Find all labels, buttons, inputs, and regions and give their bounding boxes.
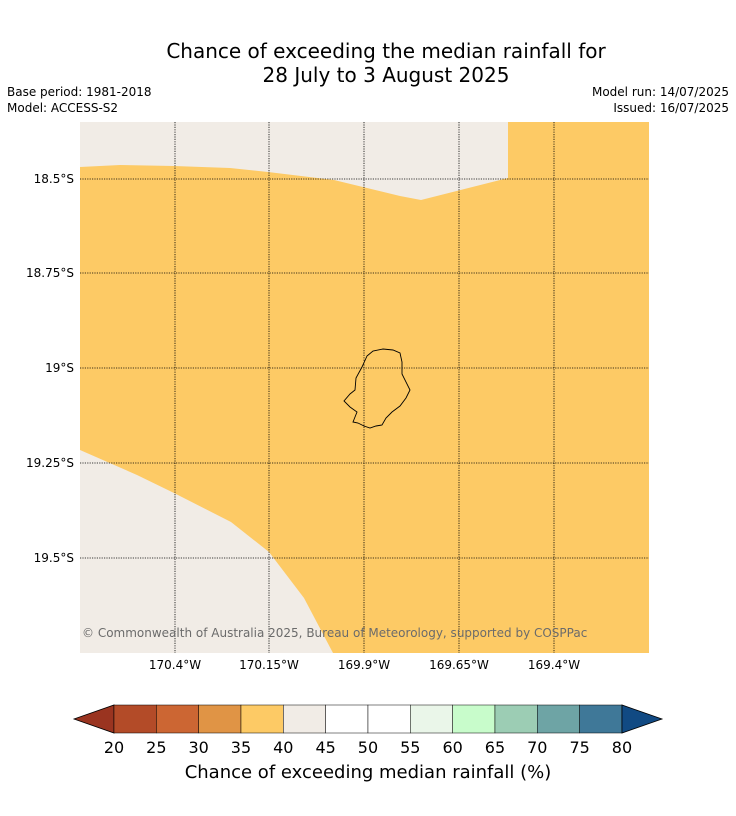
lat-label-19-25: 19.25°S [26, 456, 74, 470]
colorbar-tick-label: 55 [400, 738, 421, 757]
region-40-45-southwest [80, 450, 333, 653]
issued-text: Issued: 16/07/2025 [613, 101, 729, 115]
colorbar-segment [156, 704, 199, 734]
niue-coastline [343, 348, 411, 429]
region-40-45-north [80, 122, 508, 200]
colorbar-segment [410, 704, 453, 734]
model-text: Model: ACCESS-S2 [7, 101, 119, 115]
colorbar-segment [494, 704, 538, 734]
colorbar-segment [240, 704, 284, 734]
lon-label-169-4: 169.4°W [527, 658, 581, 672]
colorbar-tick-label: 20 [103, 738, 125, 757]
rainfall-map [80, 122, 649, 653]
colorbar-tick-label: 40 [273, 738, 294, 757]
colorbar-segment [325, 704, 369, 734]
lat-label-19-5: 19.5°S [33, 551, 74, 565]
colorbar-segment [367, 704, 411, 734]
colorbar-label: Chance of exceeding median rainfall (%) [184, 762, 552, 783]
colorbar-tick-label: 75 [569, 738, 590, 757]
model-run-text: Model run: 14/07/2025 [591, 85, 729, 99]
lon-label-170-4: 170.4°W [148, 658, 202, 672]
lon-label-169-9: 169.9°W [337, 658, 391, 672]
colorbar-extend-low [72, 704, 115, 734]
map-title-line-1: Chance of exceeding the median rainfall … [166, 39, 606, 63]
copyright-notice: © Commonwealth of Australia 2025, Bureau… [82, 626, 588, 640]
colorbar-tick-label: 60 [442, 738, 463, 757]
gridlines [80, 122, 649, 653]
lon-label-170-15: 170.15°W [239, 658, 299, 672]
colorbar-tick-label: 80 [611, 738, 633, 757]
colorbar-tick-label: 50 [357, 738, 379, 757]
colorbar-segment [452, 704, 496, 734]
colorbar-tick-label: 25 [146, 738, 167, 757]
colorbar-segment [579, 704, 623, 734]
lon-label-169-65: 169.65°W [429, 658, 489, 672]
lat-label-19: 19°S [45, 361, 74, 375]
colorbar-segment [198, 704, 242, 734]
colorbar-tick-label: 45 [315, 738, 336, 757]
colorbar-segment [113, 704, 157, 734]
colorbar-extend-high [621, 704, 664, 734]
map-title-line-2: 28 July to 3 August 2025 [262, 63, 510, 87]
colorbar-segment [283, 704, 326, 734]
colorbar-tick-label: 35 [230, 738, 252, 757]
colorbar [72, 704, 664, 734]
colorbar-tick-label: 30 [188, 738, 209, 757]
colorbar-tick-label: 70 [527, 738, 548, 757]
lat-label-18-5: 18.5°S [33, 172, 74, 186]
colorbar-segment [537, 704, 580, 734]
lat-label-18-75: 18.75°S [26, 266, 74, 280]
base-period-text: Base period: 1981-2018 [7, 85, 152, 99]
colorbar-tick-label: 65 [484, 738, 506, 757]
